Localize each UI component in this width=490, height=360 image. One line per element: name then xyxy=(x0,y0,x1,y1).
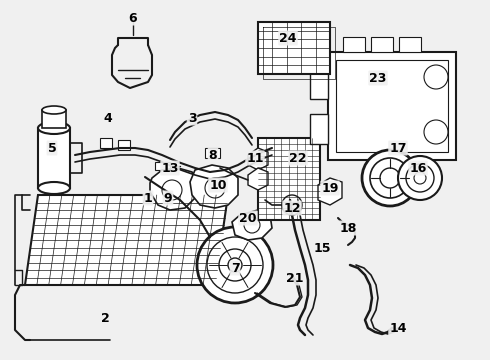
Text: 17: 17 xyxy=(389,141,407,154)
Text: 19: 19 xyxy=(321,181,339,194)
Bar xyxy=(258,138,320,220)
Polygon shape xyxy=(118,140,130,150)
Ellipse shape xyxy=(38,122,70,134)
Text: 9: 9 xyxy=(164,192,172,204)
Bar xyxy=(328,52,456,160)
Text: 13: 13 xyxy=(161,162,179,175)
Bar xyxy=(399,37,421,52)
Text: 14: 14 xyxy=(389,321,407,334)
Polygon shape xyxy=(248,168,268,190)
Text: 7: 7 xyxy=(231,261,240,274)
Text: 5: 5 xyxy=(48,141,56,154)
Bar xyxy=(336,60,448,152)
Bar xyxy=(310,64,328,99)
Bar xyxy=(371,37,393,52)
Text: 18: 18 xyxy=(339,221,357,234)
Bar xyxy=(343,37,365,52)
Polygon shape xyxy=(232,210,272,240)
Bar xyxy=(258,22,330,74)
Polygon shape xyxy=(248,148,268,170)
Polygon shape xyxy=(100,138,112,148)
Text: 16: 16 xyxy=(409,162,427,175)
Text: 20: 20 xyxy=(239,212,257,225)
Circle shape xyxy=(205,178,225,198)
Polygon shape xyxy=(150,168,198,210)
Bar xyxy=(38,128,70,188)
Text: 12: 12 xyxy=(283,202,301,215)
Circle shape xyxy=(162,180,182,200)
Text: 8: 8 xyxy=(209,149,217,162)
Text: 15: 15 xyxy=(313,242,331,255)
Text: 23: 23 xyxy=(369,72,387,85)
Text: 2: 2 xyxy=(100,311,109,324)
Circle shape xyxy=(362,150,418,206)
Text: 21: 21 xyxy=(286,271,304,284)
Text: 3: 3 xyxy=(188,112,196,125)
Circle shape xyxy=(197,227,273,303)
Text: 24: 24 xyxy=(279,32,297,45)
Polygon shape xyxy=(318,178,342,205)
Bar xyxy=(42,110,66,128)
Ellipse shape xyxy=(38,182,70,194)
Bar xyxy=(310,114,328,144)
Polygon shape xyxy=(190,165,238,208)
Circle shape xyxy=(398,156,442,200)
Text: 1: 1 xyxy=(144,192,152,204)
Text: 22: 22 xyxy=(289,152,307,165)
Text: 10: 10 xyxy=(209,179,227,192)
Circle shape xyxy=(282,195,302,215)
Text: 11: 11 xyxy=(246,152,264,165)
Polygon shape xyxy=(25,195,228,285)
Text: 6: 6 xyxy=(129,12,137,24)
Polygon shape xyxy=(205,148,220,158)
Ellipse shape xyxy=(42,106,66,114)
Text: 4: 4 xyxy=(103,112,112,125)
Polygon shape xyxy=(155,162,170,170)
